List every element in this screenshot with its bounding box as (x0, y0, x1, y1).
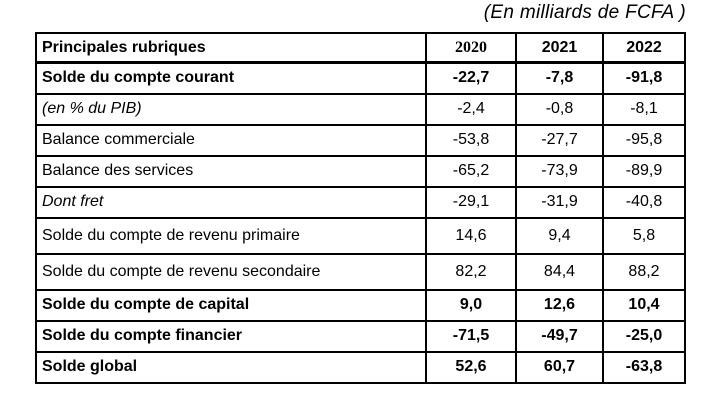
row-label-cell: Solde global (35, 350, 427, 384)
table-row: Balance des services -65,2 -73,9 -89,9 (35, 154, 686, 188)
value-cell-2021: 60,7 (515, 350, 604, 384)
value-cell-2020: -22,7 (425, 61, 517, 95)
row-label-cell: Dont fret (35, 185, 427, 219)
row-label-cell: (en % du PIB) (35, 92, 427, 126)
value-cell-2020: -29,1 (425, 185, 517, 219)
table-row: Dont fret -29,1 -31,9 -40,8 (35, 185, 686, 219)
value-cell-2022: 88,2 (602, 252, 686, 291)
value-cell-2020: 14,6 (425, 216, 517, 255)
value-cell-2021: 12,6 (515, 288, 604, 322)
table-title: (En milliards de FCFA ) (483, 2, 686, 23)
value-cell-2021: -49,7 (515, 319, 604, 353)
balance-of-payments-table: Principales rubriques 2020 2021 2022 Sol… (35, 32, 686, 384)
table-row: Solde global 52,6 60,7 -63,8 (35, 350, 686, 384)
value-cell-2020: -53,8 (425, 123, 517, 157)
row-label-cell: Solde du compte de capital (35, 288, 427, 322)
value-cell-2022: -95,8 (602, 123, 686, 157)
value-cell-2022: -91,8 (602, 61, 686, 95)
value-cell-2022: 5,8 (602, 216, 686, 255)
table-row: Balance commerciale -53,8 -27,7 -95,8 (35, 123, 686, 157)
row-label-cell: Solde du compte de revenu primaire (35, 216, 427, 255)
value-cell-2020: -2,4 (425, 92, 517, 126)
value-cell-2022: -63,8 (602, 350, 686, 384)
value-cell-2022: -25,0 (602, 319, 686, 353)
header-row: Principales rubriques 2020 2021 2022 (35, 32, 686, 64)
header-year-2022: 2022 (602, 32, 686, 64)
value-cell-2020: 9,0 (425, 288, 517, 322)
value-cell-2020: 52,6 (425, 350, 517, 384)
value-cell-2021: -31,9 (515, 185, 604, 219)
value-cell-2021: -0,8 (515, 92, 604, 126)
value-cell-2022: -40,8 (602, 185, 686, 219)
value-cell-2022: -89,9 (602, 154, 686, 188)
table-body: Solde du compte courant -22,7 -7,8 -91,8 (en… (35, 61, 686, 384)
header-label: Principales rubriques (35, 32, 427, 64)
value-cell-2022: 10,4 (602, 288, 686, 322)
header-year-2020: 2020 (425, 32, 517, 64)
row-label-cell: Solde du compte financier (35, 319, 427, 353)
value-cell-2022: -8,1 (602, 92, 686, 126)
table-row: Solde du compte financier -71,5 -49,7 -25,0 (35, 319, 686, 353)
table-row: Solde du compte de capital 9,0 12,6 10,4 (35, 288, 686, 322)
value-cell-2020: -65,2 (425, 154, 517, 188)
table-row: Solde du compte de revenu primaire 14,6 9,… (35, 216, 686, 255)
value-cell-2020: 82,2 (425, 252, 517, 291)
table-row: Solde du compte courant -22,7 -7,8 -91,8 (35, 61, 686, 95)
table-row: Solde du compte de revenu secondaire 82,2… (35, 252, 686, 291)
value-cell-2021: -73,9 (515, 154, 604, 188)
value-cell-2021: 84,4 (515, 252, 604, 291)
row-label-cell: Solde du compte de revenu secondaire (35, 252, 427, 291)
row-label-cell: Solde du compte courant (35, 61, 427, 95)
row-label-cell: Balance des services (35, 154, 427, 188)
value-cell-2021: -7,8 (515, 61, 604, 95)
table-row: (en % du PIB) -2,4 -0,8 -8,1 (35, 92, 686, 126)
header-year-2021: 2021 (515, 32, 604, 64)
row-label-cell: Balance commerciale (35, 123, 427, 157)
value-cell-2020: -71,5 (425, 319, 517, 353)
value-cell-2021: 9,4 (515, 216, 604, 255)
value-cell-2021: -27,7 (515, 123, 604, 157)
